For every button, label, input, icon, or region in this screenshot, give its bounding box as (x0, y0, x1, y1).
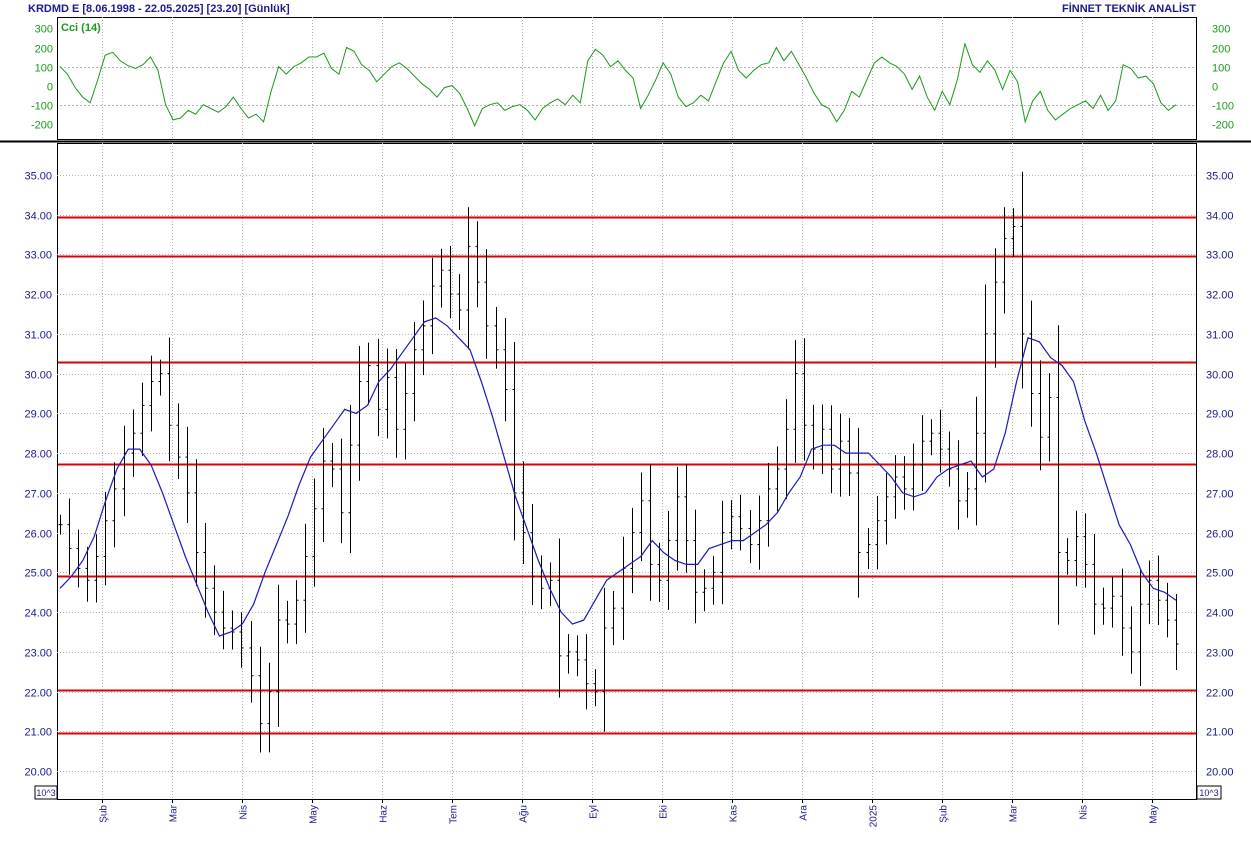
cci-tick-label-right: 0 (1212, 82, 1218, 94)
cci-tick-label-right: 100 (1212, 63, 1230, 75)
x-month-label: Mar (169, 804, 180, 822)
cci-tick-label-left: 0 (47, 82, 53, 94)
moving-average-line (59, 317, 1177, 637)
x-month-label: May (309, 805, 320, 824)
cci-tick-label-left: 200 (35, 44, 53, 56)
y-tick-label-left: 29.00 (24, 409, 52, 421)
y-tick-label-left: 23.00 (24, 648, 52, 660)
y-tick-label-right: 29.00 (1206, 409, 1234, 421)
cci-tick-label-right: -200 (1212, 120, 1234, 132)
x-month-label: Nis (1079, 805, 1090, 819)
y-tick-label-left: 30.00 (24, 370, 52, 382)
y-tick-label-right: 25.00 (1206, 568, 1234, 580)
y-tick-label-right: 21.00 (1206, 727, 1234, 739)
y-tick-label-left: 20.00 (24, 767, 52, 779)
x-month-label: Kas (729, 805, 740, 822)
y-tick-label-left: 31.00 (24, 330, 52, 342)
y-tick-label-right: 20.00 (1206, 767, 1234, 779)
x-month-label: Tem (449, 805, 460, 824)
y-tick-label-left: 27.00 (24, 489, 52, 501)
x-month-label: May (1149, 805, 1160, 824)
price-panel-frame (57, 143, 1197, 800)
chart-title: KRDMD E [8.06.1998 - 22.05.2025] [23.20]… (28, 3, 290, 15)
x-month-label: Şub (99, 805, 110, 823)
y-tick-label-right: 26.00 (1206, 529, 1234, 541)
y-tick-label-left: 28.00 (24, 449, 52, 461)
x-month-label: 2025 (869, 805, 880, 828)
unit-box-right: 10^3 (1196, 785, 1222, 800)
y-tick-label-left: 21.00 (24, 727, 52, 739)
cci-tick-label-left: -200 (31, 120, 53, 132)
x-month-label: Nis (239, 805, 250, 819)
y-tick-label-left: 24.00 (24, 608, 52, 620)
svg-text:10^3: 10^3 (36, 788, 55, 798)
x-month-label: Haz (379, 805, 390, 823)
cci-tick-label-left: 100 (35, 63, 53, 75)
y-tick-label-left: 25.00 (24, 568, 52, 580)
y-tick-label-left: 34.00 (24, 211, 52, 223)
y-tick-label-right: 33.00 (1206, 250, 1234, 262)
cci-indicator-label: Cci (14) (61, 22, 101, 34)
cci-tick-label-right: -100 (1212, 101, 1234, 113)
cci-tick-label-left: 300 (35, 24, 53, 36)
x-month-label: Şub (939, 805, 950, 823)
brand-label: FİNNET TEKNİK ANALİST (1061, 3, 1196, 15)
y-tick-label-left: 32.00 (24, 290, 52, 302)
cci-tick-label-right: 200 (1212, 44, 1230, 56)
y-tick-label-right: 30.00 (1206, 370, 1234, 382)
y-tick-label-right: 32.00 (1206, 290, 1234, 302)
y-tick-label-left: 33.00 (24, 250, 52, 262)
y-tick-label-left: 22.00 (24, 688, 52, 700)
cci-line (59, 41, 1177, 127)
cci-panel-frame (57, 17, 1197, 140)
unit-box-left: 10^3 (34, 785, 58, 800)
y-tick-label-right: 27.00 (1206, 489, 1234, 501)
y-tick-label-right: 34.00 (1206, 211, 1234, 223)
y-tick-label-left: 35.00 (24, 171, 52, 183)
y-tick-label-right: 31.00 (1206, 330, 1234, 342)
y-tick-label-right: 24.00 (1206, 608, 1234, 620)
y-tick-label-left: 26.00 (24, 529, 52, 541)
svg-text:10^3: 10^3 (1199, 788, 1218, 798)
y-tick-label-right: 23.00 (1206, 648, 1234, 660)
x-month-label: Ara (799, 805, 810, 821)
x-month-label: Eyl (589, 805, 600, 819)
x-month-label: Eki (659, 805, 670, 819)
cci-tick-label-left: -100 (31, 101, 53, 113)
y-tick-label-right: 35.00 (1206, 171, 1234, 183)
x-month-label: Ağu (519, 805, 530, 823)
cci-tick-label-right: 300 (1212, 24, 1230, 36)
y-tick-label-right: 22.00 (1206, 688, 1234, 700)
y-tick-label-right: 28.00 (1206, 449, 1234, 461)
x-month-label: Mar (1009, 804, 1020, 822)
